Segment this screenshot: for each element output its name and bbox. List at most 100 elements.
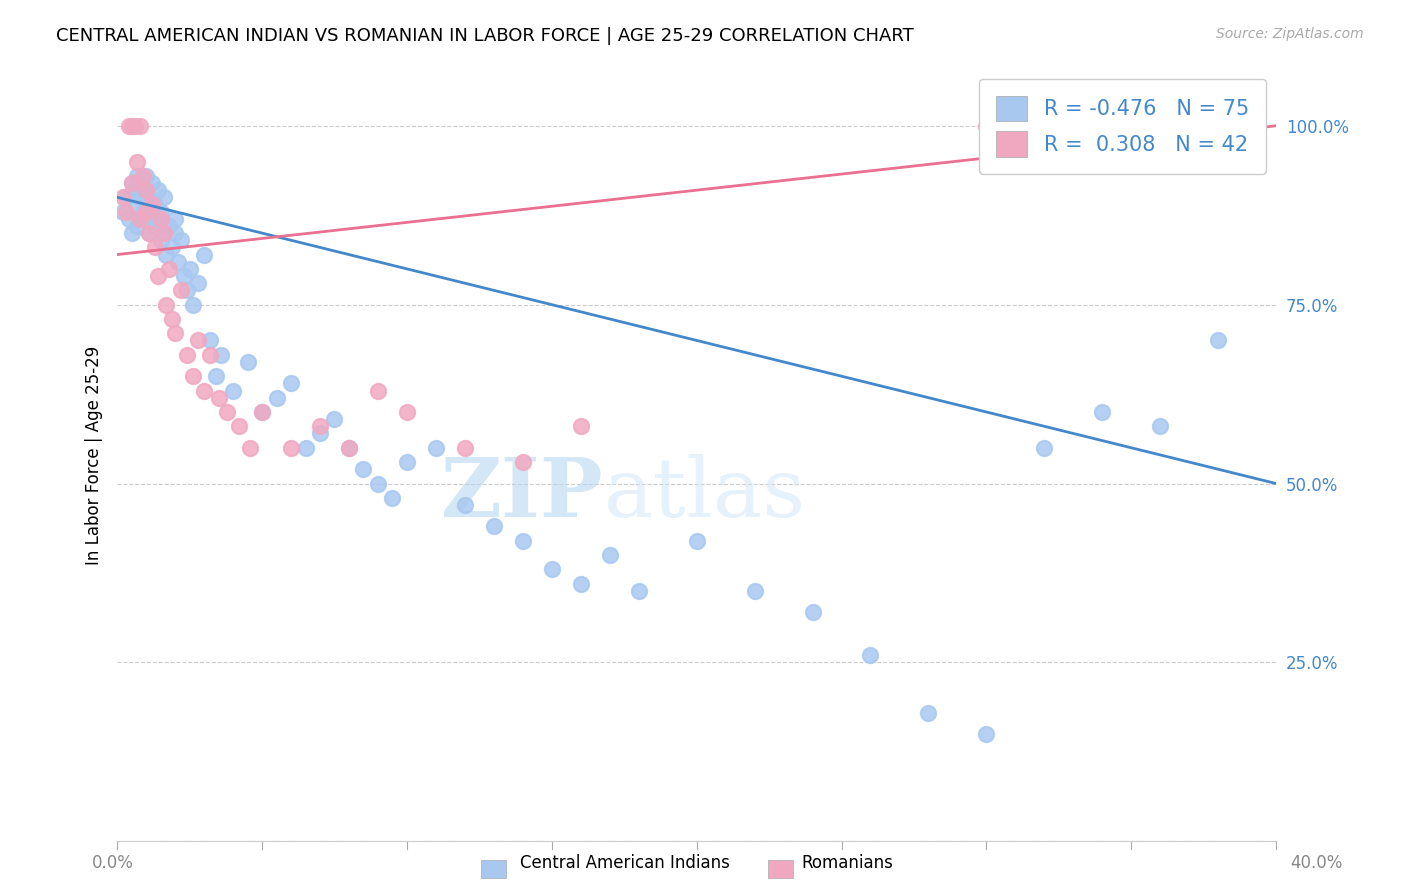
Point — [976, 727, 998, 741]
Point — [323, 412, 346, 426]
Point — [239, 441, 262, 455]
Point — [124, 183, 146, 197]
Point — [152, 226, 174, 240]
Point — [165, 211, 187, 226]
Point — [124, 119, 146, 133]
Point — [149, 204, 172, 219]
Point — [146, 183, 169, 197]
Point — [193, 384, 215, 398]
Point — [353, 462, 375, 476]
Point — [976, 119, 998, 133]
Point — [512, 455, 534, 469]
Point — [115, 190, 138, 204]
Point — [143, 240, 166, 254]
Point — [179, 261, 201, 276]
Point — [135, 169, 157, 183]
Point — [1033, 441, 1056, 455]
Point — [181, 369, 204, 384]
Point — [176, 348, 198, 362]
Point — [127, 154, 149, 169]
Point — [1149, 419, 1171, 434]
Point — [228, 419, 250, 434]
Point — [157, 261, 180, 276]
Point — [801, 605, 824, 619]
Point — [454, 441, 477, 455]
Point — [569, 576, 592, 591]
Point — [1091, 405, 1114, 419]
Point — [176, 283, 198, 297]
Point — [118, 211, 141, 226]
Point — [627, 583, 650, 598]
Point — [141, 204, 163, 219]
Point — [395, 455, 418, 469]
Point — [540, 562, 562, 576]
Point — [198, 334, 221, 348]
Point — [266, 391, 288, 405]
Point — [121, 176, 143, 190]
Point — [135, 204, 157, 219]
Point — [204, 369, 226, 384]
Point — [129, 119, 152, 133]
Point — [198, 348, 221, 362]
Point — [152, 226, 174, 240]
Point — [685, 533, 707, 548]
Text: ZIP: ZIP — [441, 453, 605, 533]
Point — [217, 405, 239, 419]
Point — [280, 441, 302, 455]
Point — [294, 441, 316, 455]
Point — [143, 219, 166, 233]
Point — [425, 441, 447, 455]
Point — [141, 197, 163, 211]
Text: CENTRAL AMERICAN INDIAN VS ROMANIAN IN LABOR FORCE | AGE 25-29 CORRELATION CHART: CENTRAL AMERICAN INDIAN VS ROMANIAN IN L… — [56, 27, 914, 45]
Point — [141, 176, 163, 190]
Point — [129, 176, 152, 190]
Point — [193, 247, 215, 261]
Point — [599, 548, 621, 562]
Point — [111, 190, 134, 204]
Point — [170, 233, 193, 247]
Point — [167, 254, 190, 268]
Point — [187, 334, 209, 348]
Point — [309, 419, 332, 434]
Point — [121, 176, 143, 190]
Point — [129, 211, 152, 226]
Point — [162, 312, 184, 326]
Point — [155, 247, 177, 261]
Point — [337, 441, 360, 455]
Point — [146, 211, 169, 226]
Point — [367, 476, 389, 491]
Point — [165, 226, 187, 240]
Point — [121, 119, 143, 133]
Point — [129, 190, 152, 204]
Point — [454, 498, 477, 512]
Text: atlas: atlas — [605, 453, 806, 533]
Point — [207, 391, 229, 405]
Point — [138, 226, 160, 240]
Point — [118, 119, 141, 133]
Text: 0.0%: 0.0% — [91, 855, 134, 872]
Point — [138, 190, 160, 204]
Point — [152, 190, 174, 204]
Point — [127, 219, 149, 233]
Point — [250, 405, 273, 419]
Point — [381, 491, 404, 505]
Point — [250, 405, 273, 419]
Point — [121, 226, 143, 240]
Point — [149, 211, 172, 226]
Point — [181, 298, 204, 312]
Point — [337, 441, 360, 455]
Point — [165, 326, 187, 341]
Point — [149, 233, 172, 247]
Point — [135, 197, 157, 211]
Point — [132, 204, 155, 219]
Point — [170, 283, 193, 297]
Point — [280, 376, 302, 391]
Point — [309, 426, 332, 441]
Text: Romanians: Romanians — [801, 855, 893, 872]
Point — [482, 519, 505, 533]
Point — [222, 384, 245, 398]
Point — [395, 405, 418, 419]
Point — [135, 183, 157, 197]
Text: 40.0%: 40.0% — [1291, 855, 1343, 872]
Text: Central American Indians: Central American Indians — [520, 855, 730, 872]
